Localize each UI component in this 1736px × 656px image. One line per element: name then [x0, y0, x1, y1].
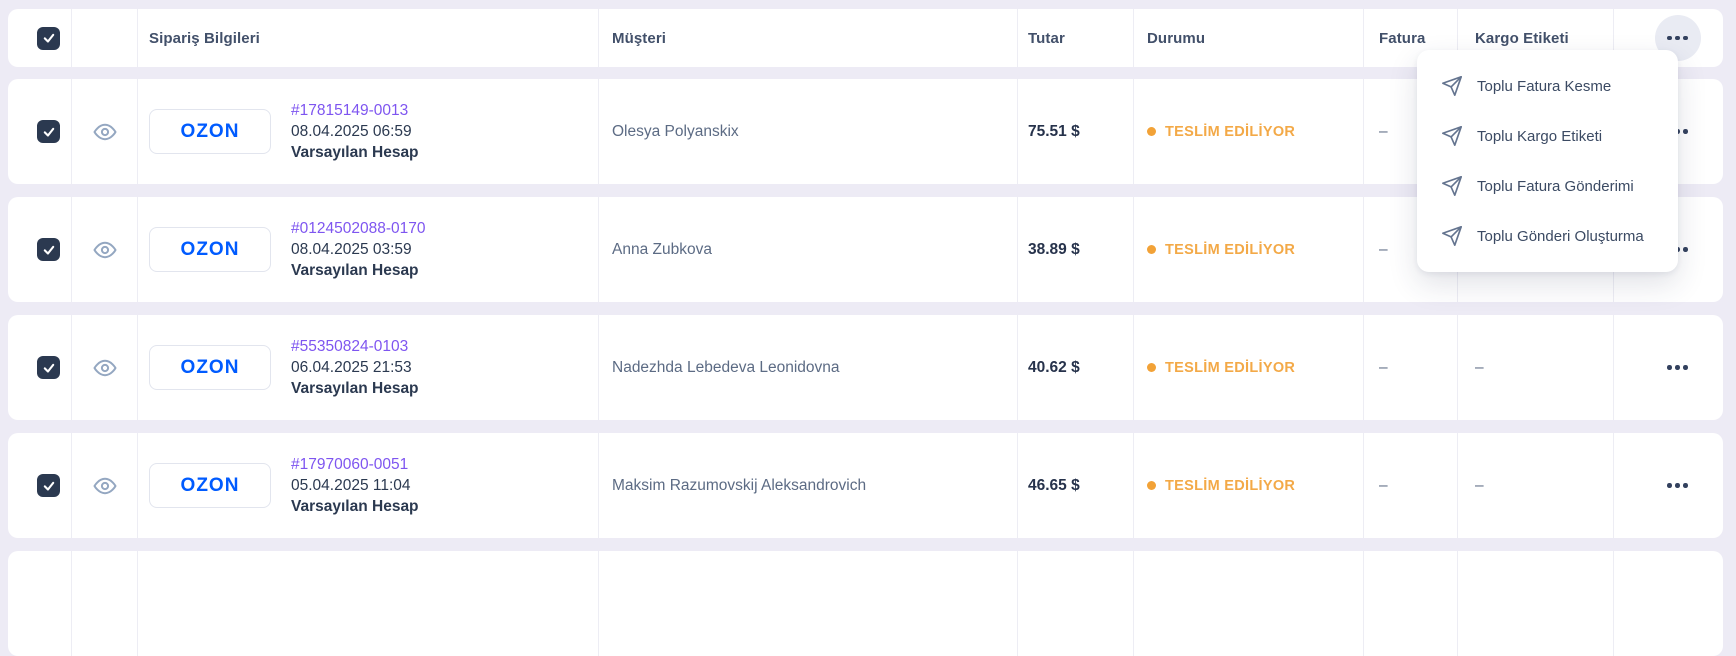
order-number-link[interactable]: #17815149-0013: [291, 102, 409, 119]
bulk-actions-menu: Toplu Fatura Kesme Toplu Kargo Etiketi T…: [1417, 50, 1678, 272]
status-label: TESLİM EDİLİYOR: [1165, 241, 1296, 258]
column-header-amount: Tutar: [1028, 29, 1065, 47]
select-all-checkbox[interactable]: [37, 26, 60, 50]
invoice-value: –: [1379, 122, 1388, 140]
view-order-button[interactable]: [93, 474, 117, 498]
order-date: 08.04.2025 03:59: [291, 241, 412, 258]
menu-item-bulk-invoice-create[interactable]: Toplu Fatura Kesme: [1417, 61, 1678, 111]
order-number-link[interactable]: #0124502088-0170: [291, 220, 426, 237]
invoice-value: –: [1379, 240, 1388, 258]
status-dot-icon: [1147, 127, 1156, 136]
bulk-actions-button[interactable]: [1654, 15, 1701, 61]
column-header-customer: Müşteri: [612, 29, 667, 47]
column-header-status: Durumu: [1147, 29, 1206, 47]
eye-icon: [93, 241, 116, 258]
send-icon: [1442, 226, 1462, 246]
view-order-button[interactable]: [93, 238, 117, 262]
status-dot-icon: [1147, 245, 1156, 254]
marketplace-badge-ozon: OZON: [149, 463, 271, 508]
order-amount: 75.51 $: [1028, 122, 1080, 140]
order-date: 05.04.2025 11:04: [291, 477, 411, 494]
row-checkbox[interactable]: [37, 120, 60, 143]
invoice-value: –: [1379, 358, 1388, 376]
send-icon: [1442, 126, 1462, 146]
checkmark-icon: [43, 363, 54, 373]
customer-name: Nadezhda Lebedeva Leonidovna: [612, 358, 840, 376]
customer-name: Maksim Razumovskij Aleksandrovich: [612, 476, 867, 494]
table-row-partial: [8, 551, 1723, 656]
order-account: Varsayılan Hesap: [291, 262, 419, 279]
order-date: 06.04.2025 21:53: [291, 359, 412, 376]
shipping-label-value: –: [1475, 358, 1484, 376]
status-label: TESLİM EDİLİYOR: [1165, 477, 1296, 494]
status-badge: TESLİM EDİLİYOR: [1147, 478, 1295, 494]
status-badge: TESLİM EDİLİYOR: [1147, 124, 1295, 140]
marketplace-badge-ozon: OZON: [149, 345, 271, 390]
order-amount: 38.89 $: [1028, 240, 1080, 258]
order-number-link[interactable]: #17970060-0051: [291, 456, 409, 473]
ellipsis-icon: [1667, 35, 1688, 41]
status-label: TESLİM EDİLİYOR: [1165, 123, 1296, 140]
menu-item-bulk-invoice-send[interactable]: Toplu Fatura Gönderimi: [1417, 161, 1678, 211]
order-number-link[interactable]: #55350824-0103: [291, 338, 409, 355]
status-label: TESLİM EDİLİYOR: [1165, 359, 1296, 376]
marketplace-badge-ozon: OZON: [149, 109, 271, 154]
checkmark-icon: [43, 245, 54, 255]
column-header-invoice: Fatura: [1379, 29, 1426, 47]
customer-name: Anna Zubkova: [612, 240, 712, 258]
table-row: OZON #55350824-0103 06.04.2025 21:53 Var…: [8, 315, 1723, 420]
send-icon: [1442, 76, 1462, 96]
menu-item-bulk-shipment-create[interactable]: Toplu Gönderi Oluşturma: [1417, 211, 1678, 261]
column-header-order-info: Sipariş Bilgileri: [149, 29, 260, 47]
row-checkbox[interactable]: [37, 238, 60, 261]
order-amount: 40.62 $: [1028, 358, 1080, 376]
order-account: Varsayılan Hesap: [291, 380, 419, 397]
marketplace-badge-ozon: OZON: [149, 227, 271, 272]
order-amount: 46.65 $: [1028, 476, 1080, 494]
shipping-label-value: –: [1475, 476, 1484, 494]
status-badge: TESLİM EDİLİYOR: [1147, 242, 1295, 258]
eye-icon: [93, 359, 116, 376]
row-checkbox[interactable]: [37, 474, 60, 497]
row-checkbox[interactable]: [37, 356, 60, 379]
column-header-shipping-label: Kargo Etiketi: [1475, 29, 1569, 47]
view-order-button[interactable]: [93, 356, 117, 380]
checkmark-icon: [43, 127, 54, 137]
invoice-value: –: [1379, 476, 1388, 494]
table-header: Sipariş Bilgileri Müşteri Tutar Durumu F…: [8, 9, 1723, 67]
order-date: 08.04.2025 06:59: [291, 123, 412, 140]
table-row: OZON #17970060-0051 05.04.2025 11:04 Var…: [8, 433, 1723, 538]
status-badge: TESLİM EDİLİYOR: [1147, 360, 1295, 376]
eye-icon: [93, 123, 116, 140]
view-order-button[interactable]: [93, 120, 117, 144]
row-actions-button[interactable]: [1661, 359, 1694, 376]
status-dot-icon: [1147, 481, 1156, 490]
status-dot-icon: [1147, 363, 1156, 372]
send-icon: [1442, 176, 1462, 196]
checkmark-icon: [43, 481, 54, 491]
order-account: Varsayılan Hesap: [291, 498, 419, 515]
order-account: Varsayılan Hesap: [291, 144, 419, 161]
row-actions-button[interactable]: [1661, 477, 1694, 494]
customer-name: Olesya Polyanskix: [612, 122, 739, 140]
checkmark-icon: [43, 33, 54, 43]
menu-item-bulk-shipping-label[interactable]: Toplu Kargo Etiketi: [1417, 111, 1678, 161]
eye-icon: [93, 477, 116, 494]
